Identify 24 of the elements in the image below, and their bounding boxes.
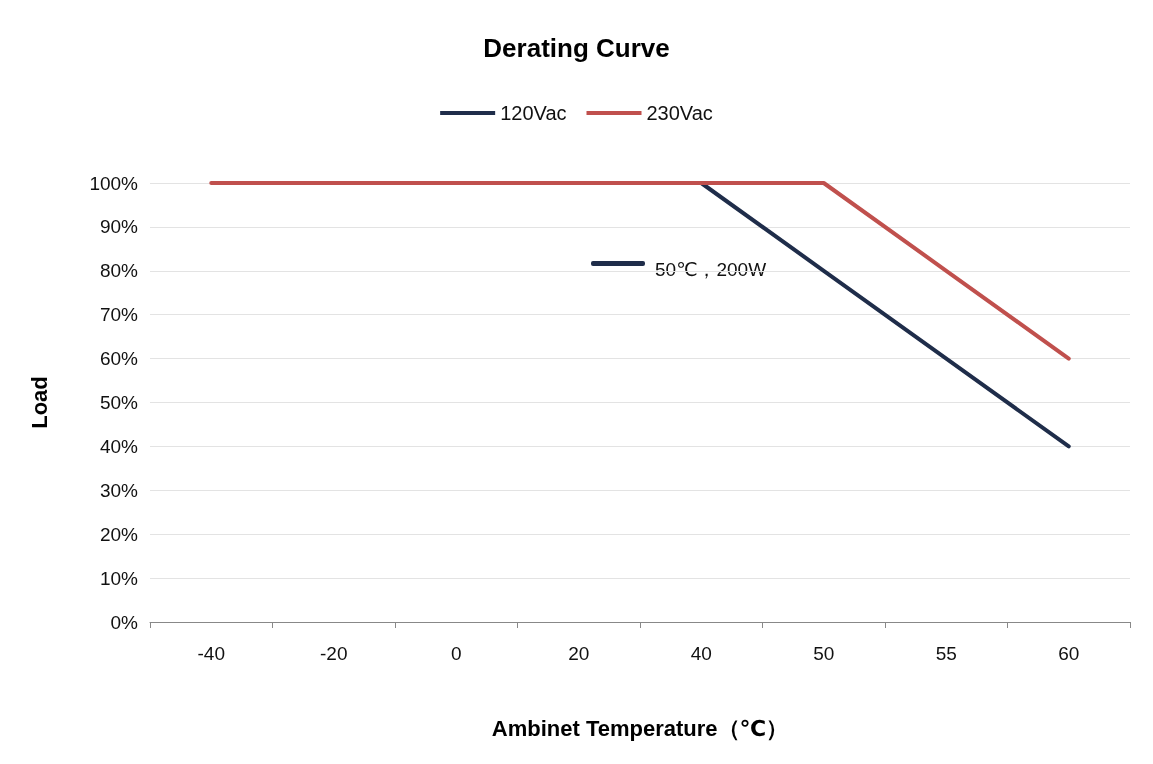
chart-title: Derating Curve	[483, 33, 670, 63]
legend-label: 230Vac	[646, 102, 713, 124]
x-tick-label: 55	[935, 643, 957, 664]
x-tick-label: 50	[813, 643, 835, 664]
y-tick-label: 50%	[99, 392, 139, 413]
x-tick-label: -20	[320, 643, 348, 664]
x-axis-title: Ambinet Temperature（℃）	[491, 715, 789, 741]
x-tick-label: 0	[450, 643, 462, 664]
y-tick-label: 40%	[99, 435, 139, 457]
y-tick-label: 30%	[99, 479, 139, 501]
x-tick-label: 40	[690, 643, 712, 664]
x-tick-label: -40	[197, 643, 225, 664]
y-axis-title: Load	[26, 376, 52, 429]
y-tick-label: 60%	[99, 348, 139, 370]
y-tick-label: 80%	[99, 260, 139, 282]
y-tick-label: 70%	[99, 304, 139, 326]
x-tick-label: 60	[1058, 643, 1080, 664]
y-tick-label: 100%	[89, 172, 139, 194]
x-tick-label: 20	[568, 643, 590, 664]
y-tick-label: 10%	[99, 567, 139, 589]
y-tick-label: 20%	[99, 523, 139, 545]
legend-label: 120Vac	[500, 102, 567, 124]
y-tick-label: 0%	[110, 611, 139, 633]
y-tick-label: 90%	[99, 216, 139, 238]
